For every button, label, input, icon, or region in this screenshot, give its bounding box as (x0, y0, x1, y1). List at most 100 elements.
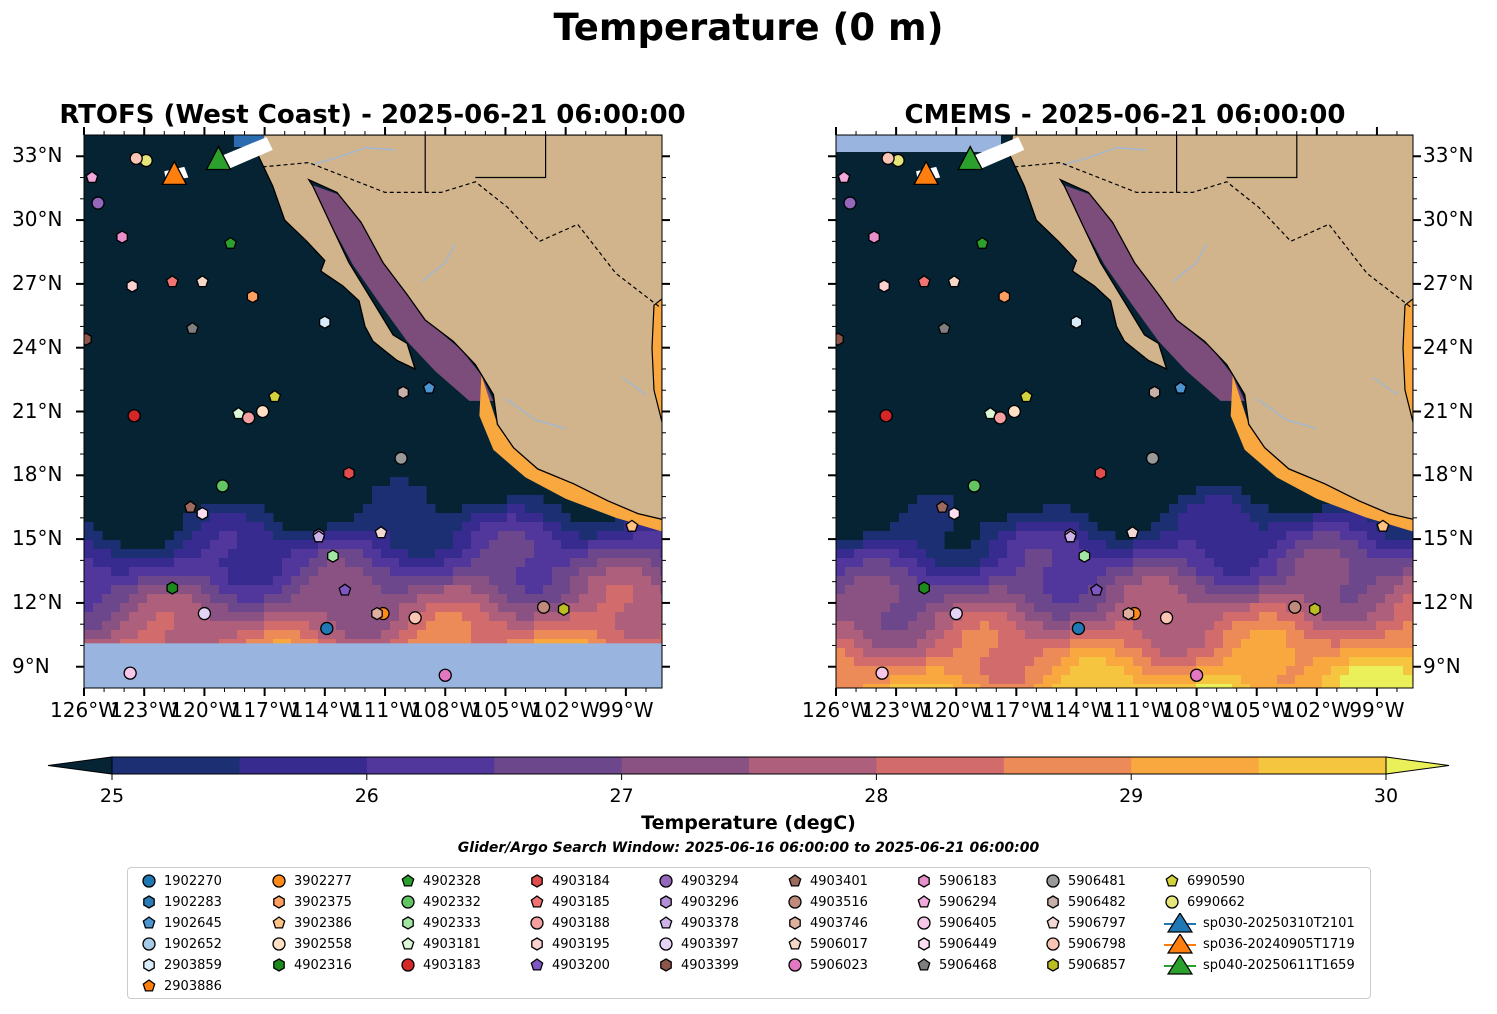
legend-item: 3902558 (270, 934, 352, 954)
platform-5906481 (394, 451, 408, 465)
river-line (1062, 147, 1147, 166)
hexagon-marker-icon (1047, 895, 1059, 909)
pentagon-marker-icon (788, 937, 802, 950)
legend-label: sp036-20240905T1719 (1203, 936, 1355, 952)
platform-3902386 (1376, 519, 1390, 532)
legend-label: 4903399 (681, 957, 739, 973)
legend-label: 5906482 (1068, 894, 1126, 910)
river-line (621, 376, 647, 396)
legend-item: 5906468 (915, 955, 997, 975)
legend-item: 5906183 (915, 871, 997, 891)
colorbar-segment (749, 757, 877, 774)
colorbar-title: Temperature (degC) (641, 812, 856, 834)
platform-4903378 (1063, 530, 1077, 543)
platform-5906449 (196, 506, 209, 521)
platform-5906449 (948, 506, 961, 521)
legend-item: sp040-20250611T1659 (1163, 955, 1355, 975)
legend-item: 4903397 (657, 934, 739, 954)
hexagon-marker-icon (1047, 958, 1059, 972)
axis-ticks (76, 127, 670, 696)
legend-label: 4902328 (423, 873, 481, 889)
circle-marker-icon (142, 874, 156, 888)
platform-4903181 (983, 406, 997, 420)
platform-4903516 (1288, 600, 1302, 614)
legend-item: 1902283 (140, 892, 222, 912)
platform-4903185 (917, 275, 931, 288)
legend-item: 5906482 (1044, 892, 1126, 912)
hexagon-marker-icon (660, 958, 672, 972)
legend-item: 5906798 (1044, 934, 1126, 954)
legend-item: 3902386 (270, 913, 352, 933)
legend-item: 5906405 (915, 913, 997, 933)
lon-tick-label: 126°W (802, 698, 870, 722)
legend-item: 4902332 (399, 892, 481, 912)
legend-item: 5906857 (1044, 955, 1126, 975)
colorbar-segment (876, 757, 1005, 774)
legend-label: 5906857 (1068, 957, 1126, 973)
nodata-band (84, 643, 662, 688)
glider-sp040-20250611T1659 (205, 145, 232, 171)
legend-label: 4903188 (552, 915, 610, 931)
platform-4903188 (241, 411, 256, 425)
colorbar-tick-label: 25 (99, 785, 125, 807)
platform-4903200 (338, 583, 352, 596)
lon-tick-label: 117°W (230, 698, 299, 722)
legend-label: 5906468 (939, 957, 997, 973)
legend-item: 4903184 (528, 871, 610, 891)
platform-5906405 (123, 666, 137, 680)
platform-5906798 (408, 611, 422, 625)
legend-label: 1902270 (164, 873, 222, 889)
lon-tick-label: 108°W (411, 698, 480, 722)
hexagon-marker-icon (273, 958, 285, 972)
platform-5906798 (129, 151, 143, 166)
lat-tick-label: 27°N (12, 270, 63, 295)
lat-tick-label: 33°N (12, 143, 63, 168)
platform-4902316 (918, 581, 930, 595)
legend-item: 4903746 (786, 913, 868, 933)
legend-item: 4903378 (657, 913, 739, 933)
legend-label: 2903886 (164, 978, 222, 994)
colorbar-tick-label: 28 (864, 785, 889, 807)
search-window-note: Glider/Argo Search Window: 2025-06-16 06… (457, 840, 1040, 856)
platform-5906481 (1145, 451, 1160, 465)
legend-label: 5906405 (939, 915, 997, 931)
legend-item: 4903294 (657, 871, 739, 891)
platform-5906798 (1159, 611, 1174, 625)
legend-label: 3902375 (294, 894, 352, 910)
hexagon-marker-icon (918, 937, 930, 951)
legend-item: 1902645 (140, 913, 222, 933)
coastal-warm-band (1230, 375, 1413, 532)
platform-4902332 (215, 479, 230, 493)
legend-item: 4903296 (657, 892, 739, 912)
hexagon-marker-icon (531, 874, 543, 888)
colorbar-segment (621, 757, 750, 774)
platform-markers (836, 145, 1390, 682)
circle-marker-icon (530, 916, 544, 930)
legend-label: 4903294 (681, 873, 739, 889)
lon-tick-label: 114°W (290, 698, 359, 722)
platform-4903183 (879, 409, 893, 423)
legend-label: 5906449 (939, 936, 997, 952)
lon-tick-label: 123°W (110, 698, 179, 722)
lat-tick-label: 12°N (1423, 589, 1474, 614)
platform-5906482 (397, 385, 409, 400)
legend-item: 2903886 (140, 976, 222, 996)
platform-1902645 (422, 381, 436, 394)
platform-5906294 (85, 170, 99, 184)
pentagon-marker-icon (917, 958, 931, 971)
platform-5906294 (837, 170, 851, 184)
hexagon-marker-icon (402, 916, 414, 930)
legend-label: 1902283 (164, 894, 222, 910)
circle-marker-icon (659, 874, 673, 888)
circle-marker-icon (788, 895, 802, 909)
legend-label: 4902333 (423, 915, 481, 931)
legend-label: 4903296 (681, 894, 739, 910)
legend-item: sp036-20240905T1719 (1163, 934, 1355, 954)
platform-4903195 (878, 279, 890, 293)
platform-4903399 (84, 332, 92, 346)
pentagon-marker-icon (142, 916, 156, 929)
platform-6990590 (268, 389, 282, 403)
pentagon-marker-icon (917, 895, 931, 908)
platform-4903184 (1094, 466, 1107, 480)
platform-4903188 (993, 411, 1007, 425)
